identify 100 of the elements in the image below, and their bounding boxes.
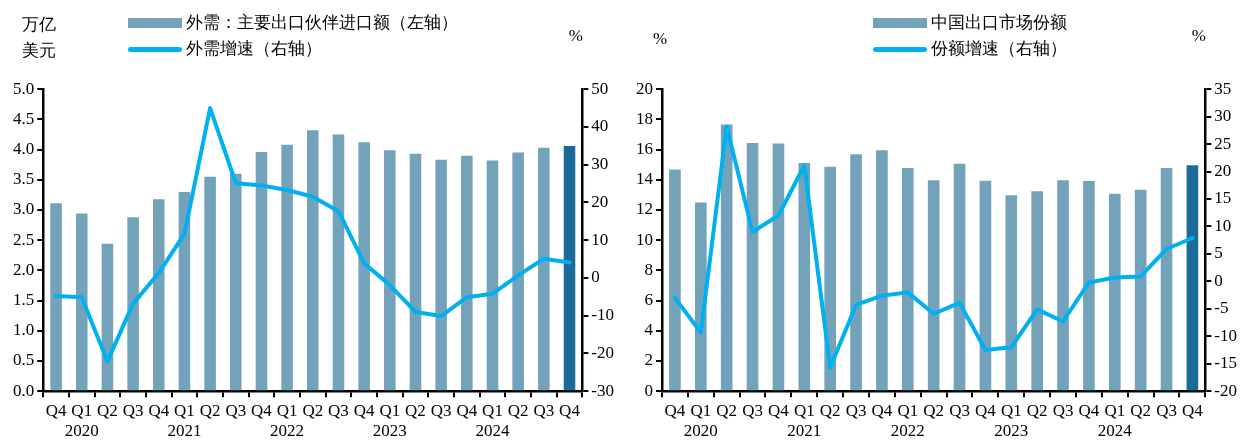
bar	[901, 168, 914, 391]
bar	[1186, 165, 1199, 391]
y2-tick-label: 20	[1214, 161, 1232, 181]
y-tick-label: 12	[636, 199, 653, 219]
y2-tick-label: 5	[1214, 243, 1223, 263]
bar	[486, 160, 499, 391]
y2-tick-label: 25	[1214, 133, 1232, 153]
x-tick-label: Q3	[845, 400, 867, 420]
y-tick-label: 20	[636, 78, 653, 98]
y-tick-label: 16	[636, 139, 653, 159]
y2-tick-label: -10	[1214, 325, 1238, 345]
bar	[435, 159, 447, 391]
y2-tick-label: -15	[1214, 353, 1238, 373]
x-tick-label: Q4	[251, 400, 273, 420]
y2-tick-label: 10	[1214, 215, 1232, 235]
bar	[1057, 180, 1069, 391]
bar	[204, 176, 216, 391]
bar	[307, 130, 319, 391]
x-tick-label: Q2	[507, 400, 529, 420]
y-tick-label: 5.0	[13, 78, 35, 98]
x-tick-label: Q4	[768, 400, 790, 420]
y2-axis-title: %	[1191, 26, 1206, 46]
bar	[152, 199, 165, 391]
y-tick-label: 4.5	[13, 108, 35, 128]
bar	[409, 153, 422, 391]
y2-tick-label: 40	[591, 116, 609, 136]
bar	[358, 142, 370, 391]
bar	[979, 180, 992, 391]
y-tick-label: 8	[644, 259, 653, 279]
x-tick-label: Q2	[302, 400, 324, 420]
legend-label: 份额增速（右轴）	[931, 38, 1067, 60]
x-tick-label: Q3	[1156, 400, 1177, 420]
bar	[953, 163, 966, 391]
bar	[746, 143, 759, 391]
bar	[332, 134, 345, 391]
bar	[75, 213, 88, 391]
x-tick-label: Q3	[122, 400, 144, 420]
x-tick-label: Q3	[430, 400, 452, 420]
y2-tick-label: -10	[591, 305, 615, 325]
x-tick-label: Q3	[742, 400, 763, 420]
y-tick-label: 0.5	[13, 350, 35, 370]
legend-label: 外需增速（右轴）	[186, 38, 322, 60]
bar	[538, 147, 550, 391]
y2-axis-title: %	[568, 26, 583, 46]
y2-tick-label: 15	[1214, 188, 1232, 208]
x-tick-label: Q2	[405, 400, 426, 420]
y-tick-label: 4	[644, 320, 654, 340]
x-tick-label: Q4	[871, 400, 893, 420]
x-tick-label: Q2	[819, 400, 841, 420]
y-tick-label: 14	[636, 169, 654, 189]
y2-tick-label: -5	[1214, 298, 1229, 318]
bar	[927, 180, 940, 391]
bar	[824, 166, 836, 391]
x-tick-label: Q4	[975, 400, 997, 420]
bar	[1083, 181, 1095, 391]
y2-tick-label: 10	[591, 229, 609, 249]
bar	[563, 145, 576, 391]
x-tick-label: Q4	[456, 400, 478, 420]
bar	[720, 124, 733, 391]
bar	[461, 155, 473, 391]
y-tick-label: 1.0	[13, 320, 35, 340]
bar	[230, 173, 242, 391]
y-tick-label: 3.5	[13, 169, 35, 189]
x-tick-label: Q4	[664, 400, 686, 420]
x-tick-label: Q2	[97, 400, 118, 420]
bar	[1031, 191, 1043, 391]
x-tick-label: Q3	[533, 400, 555, 420]
x-tick-label: Q2	[716, 400, 738, 420]
x-tick-label: Q2	[199, 400, 221, 420]
x-tick-label: Q4	[1078, 400, 1100, 420]
bar	[281, 144, 293, 391]
y2-tick-label: 0	[591, 267, 600, 287]
legend-label: 中国出口市场份额	[931, 12, 1067, 34]
y2-tick-label: 30	[591, 154, 609, 174]
x-tick-label: Q4	[1182, 400, 1204, 420]
bar	[772, 143, 785, 391]
y-tick-label: 0	[644, 380, 653, 400]
y2-tick-label: -30	[591, 380, 615, 400]
y2-tick-label: 50	[591, 78, 609, 98]
y-tick-label: 2	[644, 350, 653, 370]
bar	[850, 154, 862, 391]
bar	[127, 217, 139, 391]
bar	[384, 150, 396, 391]
legend-label: 外需：主要出口伙伴进口额（左轴）	[186, 12, 458, 34]
x-tick-label: Q3	[225, 400, 247, 420]
x-tick-label: Q3	[949, 400, 970, 420]
bar	[1160, 168, 1173, 391]
bar	[1134, 189, 1147, 391]
bar	[1108, 193, 1121, 391]
x-tick-label: Q4	[559, 400, 581, 420]
x-tick-label: Q2	[1026, 400, 1048, 420]
x-tick-label: Q2	[1130, 400, 1152, 420]
y-tick-label: 18	[636, 108, 653, 128]
y-tick-label: 0.0	[13, 380, 35, 400]
y-tick-label: 6	[644, 290, 653, 310]
y-tick-label: 1.5	[13, 290, 35, 310]
y2-tick-label: 35	[1214, 78, 1232, 98]
bar	[1005, 195, 1018, 391]
bar	[876, 150, 888, 391]
y2-tick-label: 0	[1214, 270, 1223, 290]
